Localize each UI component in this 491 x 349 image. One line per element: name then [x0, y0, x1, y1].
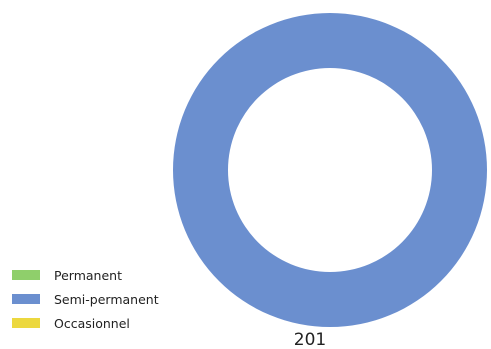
legend-swatch-permanent [12, 270, 40, 280]
legend-item-semi-permanent[interactable]: Semi-permanent [12, 287, 159, 311]
legend-item-occasionnel[interactable]: Occasionnel [12, 311, 159, 335]
legend-swatch-semi-permanent [12, 294, 40, 304]
legend-swatch-occasionnel [12, 318, 40, 328]
donut-slice-semi-permanent[interactable] [173, 13, 487, 327]
legend-item-permanent[interactable]: Permanent [12, 263, 159, 287]
legend-label-occasionnel: Occasionnel [54, 315, 130, 331]
legend-label-permanent: Permanent [54, 267, 122, 283]
legend-label-semi-permanent: Semi-permanent [54, 291, 159, 307]
total-value-label: 201 [293, 330, 327, 349]
chart-legend: Permanent Semi-permanent Occasionnel [12, 263, 159, 335]
